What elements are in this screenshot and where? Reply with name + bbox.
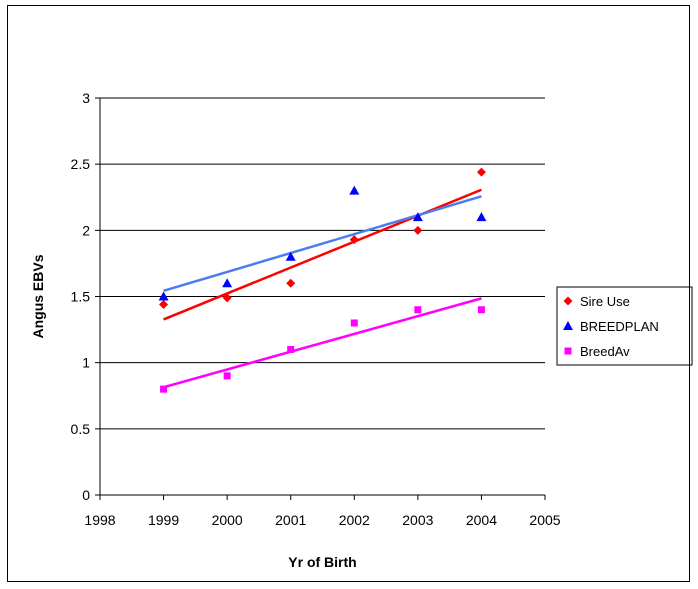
x-tick-label: 1999 — [148, 512, 179, 528]
legend: Sire Use BREEDPLAN BreedAv — [556, 286, 693, 366]
x-tick-label: 2001 — [275, 512, 306, 528]
y-tick-label: 2.5 — [71, 156, 91, 172]
point-sire-use — [476, 167, 486, 177]
x-tick-label: 2005 — [529, 512, 560, 528]
legend-marker-sire-use — [563, 296, 573, 306]
grid-lines — [100, 97, 545, 430]
x-tick-label: 2000 — [212, 512, 243, 528]
axes — [95, 97, 546, 500]
legend-marker-breedplan — [563, 321, 573, 330]
point-breedplan — [158, 291, 169, 301]
point-breedav — [350, 319, 358, 327]
tick-labels: 0 0.5 1 1.5 2 2.5 3 1998 1999 2000 2001 2002 2003 200… — [71, 90, 561, 528]
y-tick-label: 0.5 — [71, 421, 91, 437]
y-axis-title: Angus EBVs — [30, 254, 46, 338]
y-tick-label: 1 — [82, 355, 90, 371]
point-sire-use — [222, 293, 232, 303]
point-breedplan — [222, 278, 233, 288]
x-axis-title: Yr of Birth — [288, 554, 356, 570]
trendline-breedplan — [163, 195, 482, 293]
legend-label-breedplan: BREEDPLAN — [580, 319, 659, 334]
trendline-breedav — [163, 297, 482, 389]
point-breedav — [477, 306, 485, 314]
point-breedplan — [412, 212, 423, 222]
point-breedav — [223, 372, 231, 380]
trend-lines — [163, 188, 482, 389]
point-breedav — [287, 345, 295, 353]
y-tick-label: 1.5 — [71, 289, 91, 305]
chart-frame — [7, 5, 690, 582]
point-breedav — [160, 385, 168, 393]
legend-label-sire-use: Sire Use — [580, 294, 630, 309]
point-sire-use — [286, 278, 296, 288]
legend-label-breedav: BreedAv — [580, 344, 630, 359]
point-sire-use — [349, 235, 359, 245]
point-sire-use — [413, 225, 423, 235]
y-tick-label: 3 — [82, 90, 90, 106]
point-breedplan — [476, 212, 487, 222]
x-tick-label: 2003 — [402, 512, 433, 528]
y-tick-label: 0 — [82, 487, 90, 503]
data-points — [158, 167, 487, 393]
x-tick-label: 2004 — [466, 512, 497, 528]
x-tick-label: 2002 — [339, 512, 370, 528]
y-tick-label: 2 — [82, 222, 90, 238]
point-breedav — [414, 306, 422, 314]
point-breedplan — [349, 185, 360, 195]
point-breedplan — [285, 251, 296, 261]
legend-marker-breedav — [564, 347, 572, 355]
legend-box — [556, 286, 693, 366]
point-sire-use — [159, 299, 169, 309]
x-tick-label: 1998 — [84, 512, 115, 528]
